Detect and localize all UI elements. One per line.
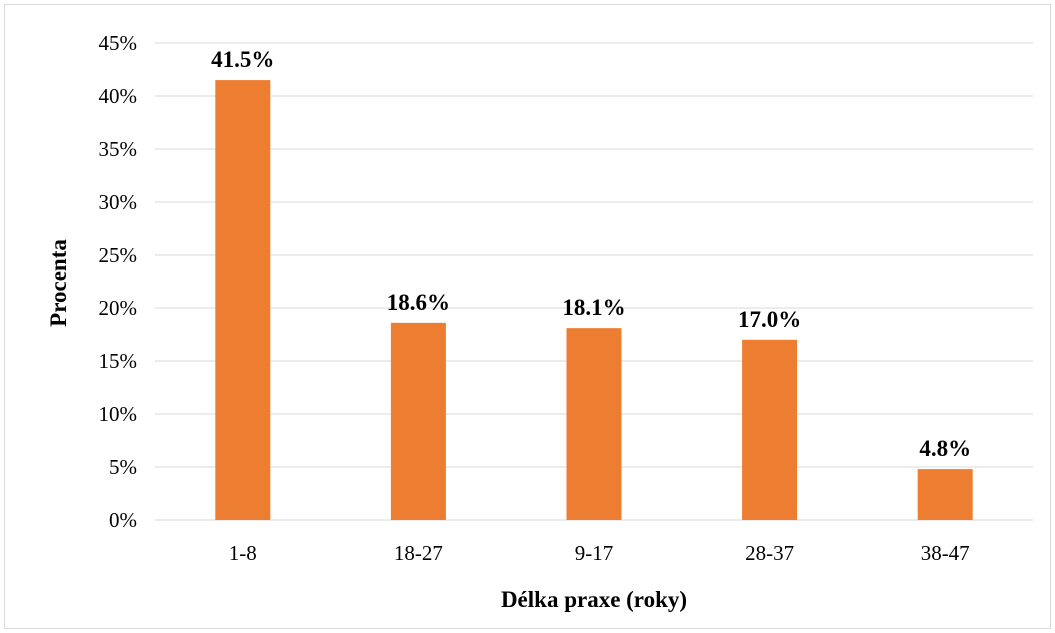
- bar-value-label: 18.6%: [387, 290, 450, 315]
- y-tick-label: 30%: [99, 190, 138, 214]
- bar-value-label: 4.8%: [919, 436, 971, 461]
- x-tick-label: 18-27: [394, 541, 443, 565]
- bar: [215, 80, 271, 520]
- chart-frame: [4, 4, 1051, 629]
- bars: [215, 80, 973, 520]
- y-tick-label: 25%: [99, 243, 138, 267]
- bar: [566, 328, 622, 520]
- bar-value-label: 17.0%: [738, 307, 801, 332]
- y-tick-label: 0%: [109, 508, 137, 532]
- y-tick-label: 15%: [99, 349, 138, 373]
- y-tick-label: 40%: [99, 84, 138, 108]
- bar-value-label: 18.1%: [562, 295, 625, 320]
- gridlines: [155, 42, 1033, 521]
- x-tick-label: 28-37: [745, 541, 794, 565]
- x-axis-title: Délka praxe (roky): [501, 587, 687, 612]
- y-tick-label: 35%: [99, 137, 138, 161]
- y-tick-label: 20%: [99, 296, 138, 320]
- bar: [390, 322, 446, 520]
- y-tick-label: 10%: [99, 402, 138, 426]
- x-tick-label: 9-17: [575, 541, 614, 565]
- bar: [742, 339, 798, 520]
- x-tick-label: 1-8: [229, 541, 257, 565]
- bar-value-label: 41.5%: [211, 47, 274, 72]
- y-tick-label: 5%: [109, 455, 137, 479]
- x-axis-ticks: 1-8 18-27 9-17 28-37 38-47: [229, 541, 970, 565]
- y-axis-title: Procenta: [46, 239, 71, 327]
- data-labels: 41.5% 18.6% 18.1% 17.0% 4.8%: [211, 47, 971, 461]
- y-axis-ticks: 0% 5% 10% 15% 20% 25% 30% 35% 40% 45%: [99, 31, 138, 532]
- y-tick-label: 45%: [99, 31, 138, 55]
- x-tick-label: 38-47: [921, 541, 970, 565]
- bar: [917, 469, 973, 520]
